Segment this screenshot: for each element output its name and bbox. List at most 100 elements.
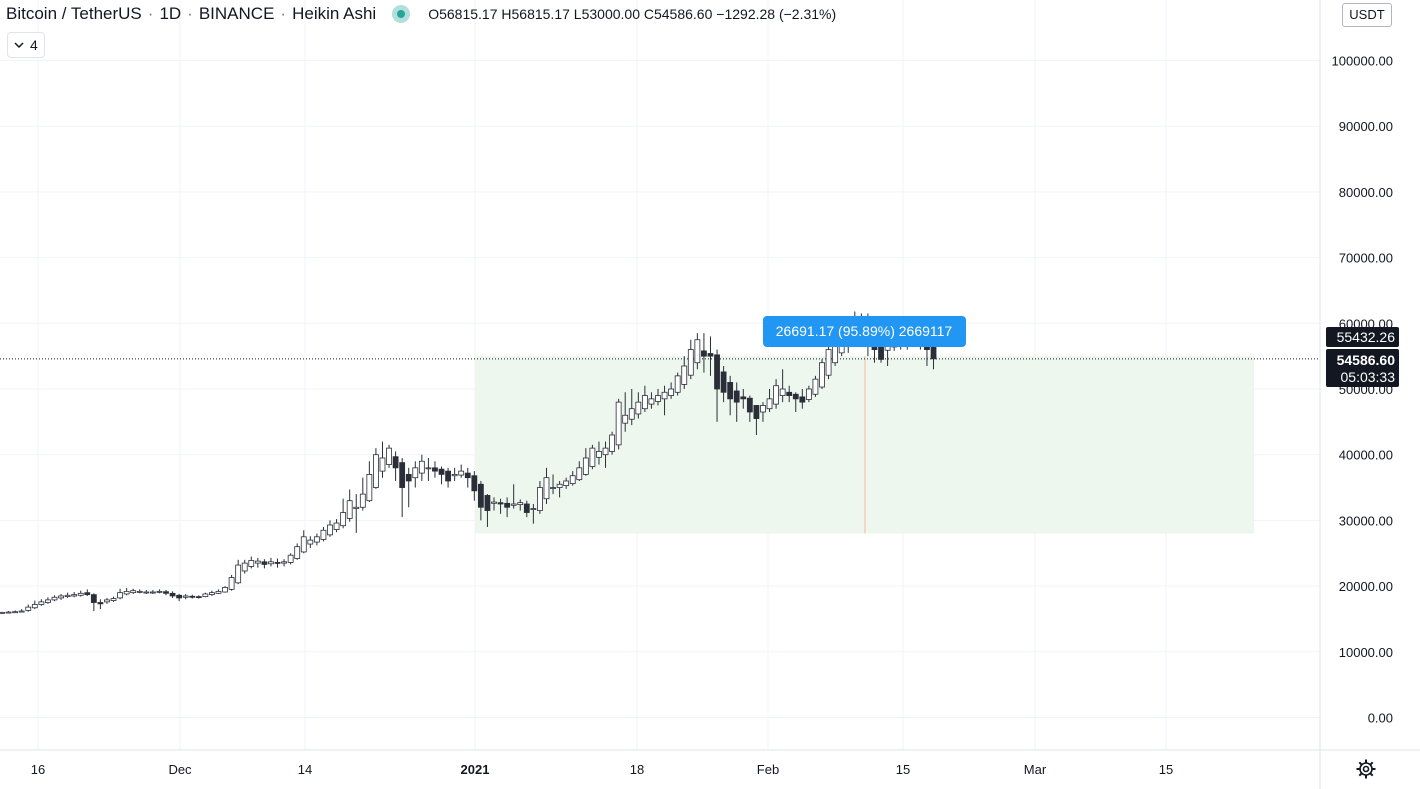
candle-body — [333, 522, 340, 530]
candle-body — [412, 467, 419, 479]
candle-body — [786, 391, 793, 396]
candle-body — [254, 560, 261, 564]
candle-body — [300, 536, 307, 553]
candle-body — [661, 391, 668, 400]
candle-body — [235, 564, 242, 584]
candle-body — [805, 388, 812, 400]
candle-body — [628, 408, 635, 420]
candle-body — [97, 602, 104, 605]
candle-body — [674, 375, 681, 393]
time-tick-label: 16 — [31, 762, 45, 777]
candle-body — [202, 593, 209, 598]
candle-body — [268, 561, 274, 565]
candle-body — [209, 592, 215, 596]
candle-body — [281, 561, 287, 564]
candle-body — [176, 594, 183, 599]
candle-body — [471, 475, 478, 492]
candle-body — [169, 592, 176, 597]
time-tick-label: Feb — [757, 762, 779, 777]
price-tick-label: 30000.00 — [1339, 513, 1393, 528]
candle-body — [825, 349, 832, 376]
candle-body — [189, 595, 196, 598]
bar-countdown: 05:03:33 — [1341, 369, 1396, 385]
close-value: C54586.60 — [643, 6, 713, 22]
chevron-down-icon — [14, 42, 24, 49]
candle-body — [569, 475, 576, 485]
candle-body — [58, 595, 64, 599]
candle-body — [543, 477, 550, 500]
price-tick-label: 20000.00 — [1339, 579, 1393, 594]
price-tick-label: 70000.00 — [1339, 251, 1393, 266]
change-value: −1292.28 (−2.31%) — [716, 6, 837, 22]
candle-body — [694, 339, 701, 364]
time-axis: 16 Dec 14 2021 18 Feb 15 Mar 15 — [31, 762, 1173, 777]
candle-body — [71, 594, 78, 597]
candle-body — [31, 604, 38, 609]
candle-body — [346, 500, 353, 519]
time-tick-label: Mar — [1024, 762, 1047, 777]
candle-body — [274, 562, 281, 564]
candle-body — [320, 529, 327, 540]
candle-body — [90, 594, 97, 603]
candle-body — [248, 560, 255, 567]
candle-body — [45, 599, 51, 603]
candle-body — [615, 401, 622, 446]
candle-body — [149, 591, 156, 594]
candle-body — [596, 451, 602, 458]
legend-separator: · — [147, 4, 154, 23]
last-price-tag: 54586.60 05:03:33 — [1326, 349, 1399, 387]
candle-body — [582, 457, 589, 475]
market-status-icon[interactable] — [392, 5, 411, 23]
candle-body — [707, 353, 714, 357]
candle-body — [523, 503, 530, 513]
candle-body — [77, 592, 84, 596]
candle-body — [576, 467, 583, 481]
candle-body — [504, 502, 511, 508]
candle-body — [701, 350, 707, 357]
candle-body — [622, 414, 629, 424]
time-tick-label: 15 — [896, 762, 910, 777]
candle-body — [550, 487, 556, 489]
candle-body — [366, 474, 373, 502]
gear-icon[interactable] — [1355, 758, 1377, 780]
measure-label-text: 26691.17 (95.89%) 2669117 — [776, 323, 953, 339]
candle-body — [359, 493, 366, 508]
candle-body — [425, 467, 432, 470]
candle-body — [556, 483, 563, 488]
candle-body — [760, 405, 766, 413]
symbol-legend: Bitcoin / TetherUS · 1D · BINANCE · Heik… — [6, 4, 836, 24]
candle-body — [294, 546, 301, 559]
symbol-name[interactable]: Bitcoin / TetherUS — [6, 4, 142, 23]
candle-body — [438, 468, 445, 475]
candle-body — [641, 395, 648, 410]
price-tick-label: 40000.00 — [1339, 448, 1393, 463]
time-tick-label: Dec — [168, 762, 192, 777]
candle-body — [635, 401, 642, 415]
candle-body — [720, 371, 727, 393]
candle-body — [530, 508, 537, 510]
exchange-label: BINANCE — [198, 4, 275, 23]
candle-body — [792, 393, 799, 400]
candle-body — [681, 365, 688, 385]
candle-body — [261, 561, 268, 565]
indicators-toggle-button[interactable]: 4 — [7, 32, 45, 58]
currency-button[interactable]: USDT — [1342, 3, 1392, 27]
candle-body — [392, 456, 399, 469]
interval-label[interactable]: 1D — [159, 4, 182, 23]
candle-body — [353, 506, 360, 509]
candle-body — [648, 398, 655, 405]
candle-body — [313, 536, 320, 543]
candle-body — [451, 474, 458, 477]
candle-body — [64, 594, 71, 598]
candle-body — [766, 398, 773, 410]
candle-body — [668, 388, 675, 396]
candle-body — [163, 591, 169, 594]
high-price-tag: 55432.26 — [1326, 327, 1399, 347]
candle-body — [222, 587, 228, 593]
candle-body — [228, 577, 235, 590]
time-tick-label: 2021 — [461, 762, 490, 777]
measure-label[interactable]: 26691.17 (95.89%) 2669117 — [763, 316, 966, 347]
candle-body — [464, 472, 471, 479]
candle-body — [287, 554, 294, 563]
